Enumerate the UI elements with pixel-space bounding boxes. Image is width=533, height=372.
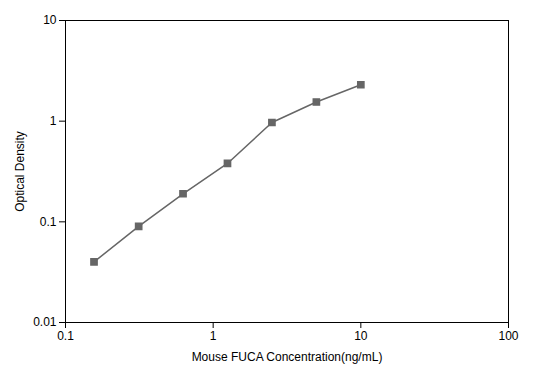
svg-text:0.1: 0.1 bbox=[40, 215, 57, 229]
svg-text:0.01: 0.01 bbox=[33, 315, 57, 329]
svg-text:100: 100 bbox=[498, 329, 518, 343]
svg-text:0.1: 0.1 bbox=[57, 329, 74, 343]
svg-text:1: 1 bbox=[50, 114, 57, 128]
svg-text:10: 10 bbox=[43, 13, 57, 27]
svg-text:Optical Density: Optical Density bbox=[13, 131, 27, 212]
svg-text:Mouse FUCA Concentration(ng/mL: Mouse FUCA Concentration(ng/mL) bbox=[192, 350, 383, 364]
svg-text:1: 1 bbox=[210, 329, 217, 343]
svg-text:10: 10 bbox=[354, 329, 368, 343]
